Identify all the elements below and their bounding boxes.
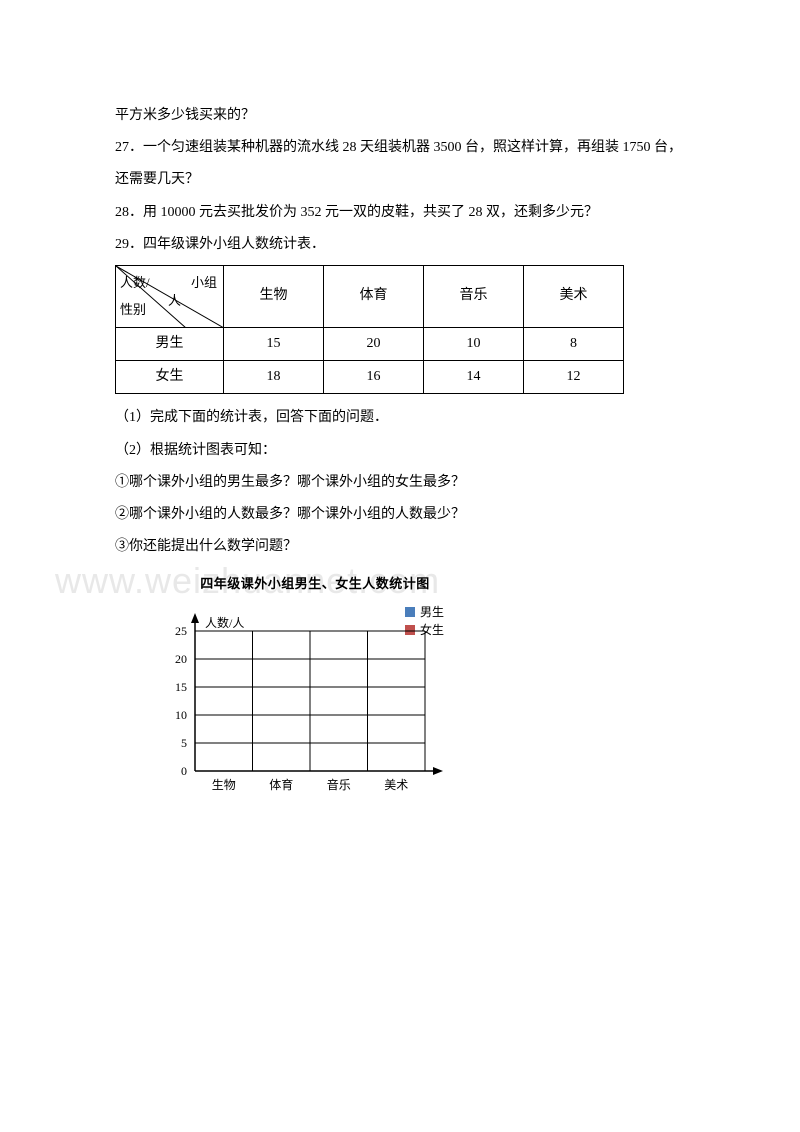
cell: 14 <box>424 361 524 394</box>
cell: 18 <box>224 361 324 394</box>
cell: 12 <box>524 361 624 394</box>
table-row: 男生 15 20 10 8 <box>116 327 624 360</box>
body-line: 还需要几天？ <box>115 164 685 196</box>
bar-chart: 四年级课外小组男生、女生人数统计图 男生女生 人数/人 25 20 15 10 5 0 生物 体育… <box>145 569 485 824</box>
col-header: 音乐 <box>424 265 524 327</box>
corner-label: 人数/ <box>120 268 150 298</box>
svg-text:0: 0 <box>181 764 187 778</box>
corner-label: 性别 <box>120 295 146 325</box>
svg-text:5: 5 <box>181 736 187 750</box>
body-line: 28．用 10000 元去买批发价为 352 元一双的皮鞋，共买了 28 双，还… <box>115 197 685 229</box>
svg-text:10: 10 <box>175 708 187 722</box>
svg-text:男生: 男生 <box>420 605 444 619</box>
cell: 8 <box>524 327 624 360</box>
cell: 15 <box>224 327 324 360</box>
col-header: 美术 <box>524 265 624 327</box>
cell: 10 <box>424 327 524 360</box>
body-line: ③你还能提出什么数学问题？ <box>115 531 685 563</box>
body-line: ①哪个课外小组的男生最多？哪个课外小组的女生最多？ <box>115 467 685 499</box>
row-label: 男生 <box>116 327 224 360</box>
body-line: （1）完成下面的统计表，回答下面的问题． <box>115 402 685 434</box>
table-corner-cell: 人数/ 小组 人 性别 <box>116 265 224 327</box>
svg-text:25: 25 <box>175 624 187 638</box>
body-line: （2）根据统计图表可知： <box>115 435 685 467</box>
stats-table: 人数/ 小组 人 性别 生物 体育 音乐 美术 男生 15 20 10 8 女生… <box>115 265 624 394</box>
body-line: 平方米多少钱买来的？ <box>115 100 685 132</box>
col-header: 生物 <box>224 265 324 327</box>
corner-label: 小组 <box>191 268 217 298</box>
row-label: 女生 <box>116 361 224 394</box>
table-row: 女生 18 16 14 12 <box>116 361 624 394</box>
svg-text:15: 15 <box>175 680 187 694</box>
col-header: 体育 <box>324 265 424 327</box>
chart-svg: 男生女生 人数/人 25 20 15 10 5 0 生物 体育 音乐 美术 <box>145 601 485 811</box>
body-line: ②哪个课外小组的人数最多？哪个课外小组的人数最少？ <box>115 499 685 531</box>
svg-text:美术: 美术 <box>384 778 408 792</box>
cell: 20 <box>324 327 424 360</box>
svg-text:音乐: 音乐 <box>327 777 351 792</box>
cell: 16 <box>324 361 424 394</box>
svg-text:体育: 体育 <box>269 777 293 792</box>
body-line: 27．一个匀速组装某种机器的流水线 28 天组装机器 3500 台，照这样计算，… <box>115 132 685 164</box>
body-line: 29．四年级课外小组人数统计表． <box>115 229 685 261</box>
corner-label: 人 <box>168 286 181 316</box>
svg-text:女生: 女生 <box>420 622 444 637</box>
chart-title: 四年级课外小组男生、女生人数统计图 <box>145 569 485 599</box>
svg-text:人数/人: 人数/人 <box>205 615 244 630</box>
svg-text:生物: 生物 <box>212 778 236 792</box>
svg-text:20: 20 <box>175 652 187 666</box>
